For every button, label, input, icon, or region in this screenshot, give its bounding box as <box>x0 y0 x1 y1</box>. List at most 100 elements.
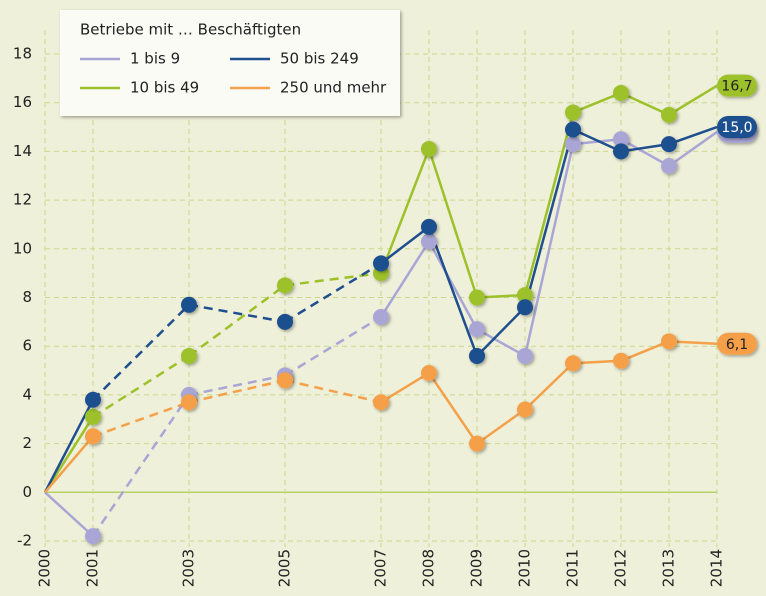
marker <box>565 104 581 121</box>
markers: 14,816,715,06,1 <box>85 74 757 545</box>
series-line <box>43 399 95 493</box>
marker <box>469 347 485 364</box>
y-tick-label: 18 <box>13 45 32 63</box>
marker <box>181 296 197 313</box>
marker <box>277 313 293 330</box>
series-line <box>284 271 382 287</box>
value-label-bg <box>717 332 757 355</box>
series-line <box>572 128 622 153</box>
series-line <box>380 371 430 404</box>
x-tick-label: 2007 <box>372 549 390 587</box>
series-line <box>523 112 575 296</box>
series-line <box>284 262 382 323</box>
value-label-bg <box>717 116 757 139</box>
series-line <box>188 303 286 324</box>
x-tick-label: 2010 <box>516 549 534 587</box>
series-line <box>91 394 191 537</box>
marker <box>613 143 629 160</box>
y-tick-label: -2 <box>17 532 32 550</box>
marker <box>373 255 389 272</box>
marker <box>421 140 437 157</box>
marker <box>373 308 389 325</box>
x-tick-label: 2014 <box>708 549 726 587</box>
series-line <box>427 148 479 298</box>
series-line <box>284 315 382 377</box>
series-line <box>668 130 718 168</box>
legend: Betriebe mit … Beschäftigten 1 bis 9 10 b… <box>60 10 400 116</box>
value-label: 6,1 <box>726 337 748 353</box>
y-tick-label: 2 <box>22 434 32 452</box>
series-line <box>668 340 718 346</box>
legend-label: 1 bis 9 <box>130 50 180 68</box>
series-line <box>476 306 526 357</box>
x-tick-label: 2009 <box>468 549 486 587</box>
marker <box>517 347 533 364</box>
marker <box>517 299 533 316</box>
marker <box>517 401 533 418</box>
marker <box>421 364 437 381</box>
marker <box>613 352 629 369</box>
legend-label: 10 bis 49 <box>130 79 199 97</box>
marker <box>277 372 293 389</box>
series-line <box>620 138 670 168</box>
marker <box>85 408 101 425</box>
legend-box <box>60 10 400 116</box>
y-tick-label: 14 <box>13 142 32 160</box>
legend-label: 50 bis 249 <box>280 50 359 68</box>
x-tick-label: 2003 <box>180 549 198 587</box>
y-tick-label: 8 <box>22 288 32 306</box>
value-label-bg <box>717 74 757 97</box>
y-tick-label: 6 <box>22 337 32 355</box>
y-tick-label: 4 <box>22 385 32 403</box>
marker <box>565 121 581 138</box>
marker <box>85 528 101 545</box>
legend-label: 250 und mehr <box>280 79 387 97</box>
marker <box>421 233 437 250</box>
series-line <box>427 240 479 330</box>
marker <box>661 136 677 153</box>
series-line <box>188 284 286 357</box>
series-line <box>188 379 286 404</box>
marker <box>469 321 485 338</box>
marker <box>469 435 485 452</box>
series-line <box>379 148 431 274</box>
series-line <box>523 129 575 308</box>
value-label: 15,0 <box>721 120 752 136</box>
marker <box>85 428 101 445</box>
series-line <box>620 91 670 117</box>
series-line <box>620 340 670 362</box>
x-tick-label: 2005 <box>276 549 294 587</box>
series-line <box>44 491 94 538</box>
series-line <box>92 303 190 401</box>
series-line <box>620 142 670 153</box>
x-tick-label: 2013 <box>660 549 678 587</box>
series-line <box>92 354 190 418</box>
series-line <box>380 225 430 265</box>
marker <box>277 277 293 294</box>
series-line <box>427 372 479 445</box>
marker <box>613 84 629 101</box>
series-line <box>572 359 622 365</box>
series-line <box>523 143 575 357</box>
marker <box>565 136 581 153</box>
series-line <box>668 84 718 116</box>
series-line <box>476 328 526 358</box>
series-line <box>427 226 479 357</box>
series-line <box>476 293 526 299</box>
lines <box>43 84 718 538</box>
marker <box>85 391 101 408</box>
marker <box>421 218 437 235</box>
series-line <box>284 379 382 404</box>
series-line <box>524 362 574 411</box>
marker <box>661 106 677 123</box>
series-line <box>476 408 526 445</box>
series-line <box>188 374 286 397</box>
marker <box>181 394 197 411</box>
marker <box>613 131 629 148</box>
series-line <box>572 91 622 114</box>
marker <box>565 355 581 372</box>
marker <box>517 287 533 304</box>
value-label: 16,7 <box>721 79 752 95</box>
marker <box>661 333 677 350</box>
